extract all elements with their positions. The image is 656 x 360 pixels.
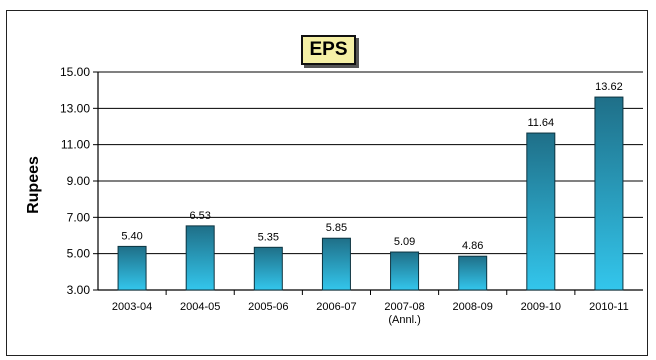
data-label: 13.62 [595,81,623,93]
data-labels: 5.40 6.53 5.35 5.85 5.09 4.86 11.64 13.62 [121,81,622,252]
y-axis-title: Rupees [25,156,42,214]
data-label: 11.64 [527,117,554,129]
x-tick-label: 2006-07 [316,301,356,313]
x-tick-label: 2008-09 [453,301,493,313]
bar-2010-11 [594,96,624,291]
bar-2004-05 [185,225,215,291]
data-label: 5.85 [326,222,347,234]
y-tick-label: 15.00 [60,65,90,79]
bar-2008-09 [458,255,488,291]
data-label: 4.86 [462,240,483,252]
bar-2006-07 [321,237,351,291]
data-label: 5.09 [394,236,415,248]
data-label: 5.35 [258,231,279,243]
gridlines [98,71,643,291]
y-tick-label: 9.00 [67,174,91,188]
y-tick-label: 11.00 [61,138,90,152]
y-tick-label: 5.00 [67,247,91,261]
bar-2003-04 [117,245,147,291]
x-tick-label: 2010-11 [589,301,629,313]
x-tick-sublabel: (Annl.) [388,314,420,326]
chart-title: EPS [301,35,356,65]
bar-2009-10 [526,132,556,291]
axes [93,71,643,295]
y-tick-labels: 3.00 5.00 7.00 9.00 11.00 13.00 15.00 [60,65,90,297]
x-tick-label: 2009-10 [521,301,561,313]
x-tick-label: 2007-08 [384,301,424,313]
x-tick-label: 2003-04 [112,301,152,313]
data-label: 5.40 [121,230,142,242]
bar-2007-08 [390,251,420,291]
x-tick-label: 2004-05 [180,301,220,313]
x-tick-labels: 2003-04 2004-05 2005-06 2006-07 2007-08(Annl… [112,301,629,326]
bar-2005-06 [253,246,283,291]
y-tick-label: 7.00 [67,210,91,224]
y-tick-label: 3.00 [67,283,91,297]
y-tick-label: 13.00 [60,101,90,115]
x-tick-label: 2005-06 [248,301,288,313]
bars [117,96,624,291]
data-label: 6.53 [189,210,210,222]
